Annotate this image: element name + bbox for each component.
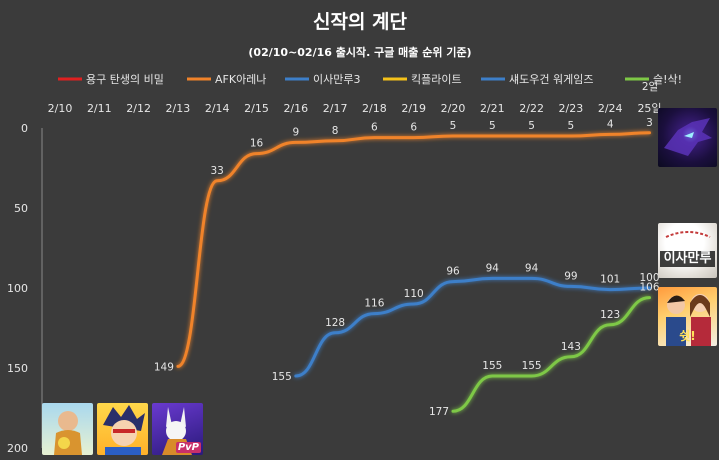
y-tick-label: 200 (7, 442, 28, 455)
x-tick-label: 2/15 (244, 102, 269, 115)
data-label: 101 (600, 274, 620, 286)
series-line (451, 296, 651, 413)
series-line (294, 276, 651, 378)
pvp-badge: PvP (175, 442, 201, 453)
data-label: 6 (371, 122, 378, 134)
data-label: 3 (646, 117, 653, 129)
x-tick-label: 2/22 (519, 102, 544, 115)
data-label: 5 (450, 120, 457, 132)
data-label: 9 (292, 126, 299, 138)
legend: 용구 탄생의 비밀 AFK아레나 이사만루3 킥플라이트 섀도우건 워게임즈 슬!삭! (58, 73, 682, 86)
data-label: 5 (568, 120, 575, 132)
x-tick-label: 2/24 (598, 102, 623, 115)
x-tick-label: 2/20 (441, 102, 466, 115)
y-tick-label: 50 (14, 202, 28, 215)
monk-character-icon (42, 403, 93, 455)
legend-label: 슬!삭! (653, 73, 682, 86)
x-axis-ticks: 2/10 2/11 2/12 2/13 2/14 2/15 2/16 2/17 2/18 2/19… (48, 101, 662, 115)
series-line (176, 131, 651, 368)
data-label: 177 (429, 406, 449, 418)
x-tick-label: 2/11 (87, 102, 112, 115)
legend-label: 이사만루3 (313, 73, 360, 86)
data-label: 94 (525, 262, 539, 274)
data-label: 99 (564, 270, 577, 282)
data-label: 116 (364, 298, 384, 310)
chart-subtitle: (02/10~02/16 출시작. 구글 매출 순위 기준) (248, 45, 471, 59)
data-label: 94 (486, 262, 500, 274)
y-tick-label: 0 (21, 122, 28, 135)
series-lines (176, 131, 651, 413)
data-label: 128 (325, 317, 345, 329)
characters-shape-icon (666, 294, 711, 346)
legend-label: 용구 탄생의 비밀 (86, 73, 164, 86)
baseball-stitches-icon (660, 231, 715, 267)
y-axis-ticks: 0 50 100 150 200 (7, 122, 28, 455)
duo-characters-text: 쉿! (679, 329, 696, 343)
chart-title: 신작의 계단 (313, 11, 408, 33)
data-label: 5 (528, 120, 535, 132)
data-label: 5 (489, 120, 496, 132)
data-label: 8 (332, 125, 339, 137)
baseball-icon: 이사만루 (658, 223, 717, 278)
dragon-shape-icon (664, 118, 712, 156)
annotation-label: 2일 (642, 80, 658, 93)
x-tick-label: 2/14 (205, 102, 230, 115)
legend-label: AFK아레나 (215, 73, 266, 86)
x-tick-label: 2/10 (48, 102, 73, 115)
x-tick-label: 2/16 (283, 102, 308, 115)
data-label: 96 (446, 266, 460, 278)
data-label: 155 (522, 360, 542, 372)
y-tick-label: 150 (7, 362, 28, 375)
data-label: 149 (154, 361, 174, 373)
data-label: 16 (250, 138, 264, 150)
hero-shape-icon (103, 405, 145, 455)
x-tick-label: 2/17 (323, 102, 348, 115)
data-label: 155 (272, 371, 292, 383)
data-labels: 149 33 16 9 8 6 6 5 5 5 5 4 3 155 128 116 110 96 94 94 99 101… (154, 117, 660, 418)
data-label: 106 (639, 282, 659, 294)
x-tick-label: 25일 (637, 101, 661, 115)
data-label: 100 (639, 272, 659, 284)
data-label: 110 (404, 288, 424, 300)
rabbit-warrior-pvp-icon: PvP (152, 403, 203, 455)
monk-shape-icon (54, 411, 82, 455)
x-tick-label: 2/21 (480, 102, 505, 115)
baseball-icon-text: 이사만루 (663, 251, 712, 266)
data-label: 143 (561, 341, 581, 353)
data-label: 33 (211, 165, 224, 177)
x-tick-label: 2/19 (401, 102, 426, 115)
data-label: 155 (482, 360, 502, 372)
x-tick-label: 2/18 (362, 102, 387, 115)
afk-arena-dragon-icon (658, 108, 717, 167)
duo-characters-icon: 쉿! (658, 287, 717, 346)
legend-label: 섀도우건 워게임즈 (509, 73, 593, 86)
x-tick-label: 2/12 (126, 102, 151, 115)
data-label: 6 (410, 122, 417, 134)
anime-hero-icon (97, 403, 148, 455)
y-tick-label: 100 (7, 282, 28, 295)
x-tick-label: 2/23 (559, 102, 584, 115)
legend-label: 킥플라이트 (411, 73, 462, 86)
data-label: 123 (600, 309, 620, 321)
x-tick-label: 2/13 (166, 102, 191, 115)
data-label: 4 (607, 118, 614, 130)
